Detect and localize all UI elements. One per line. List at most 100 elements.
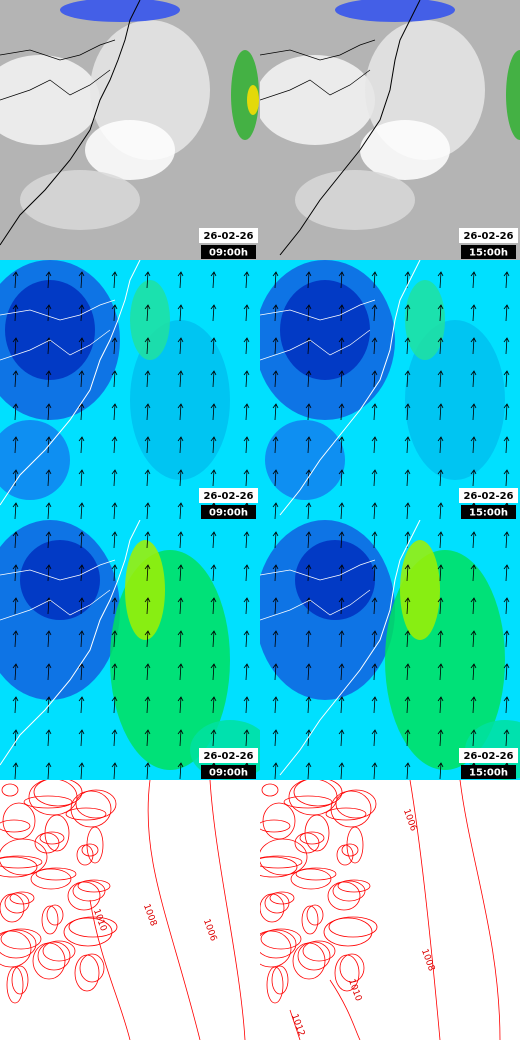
wind-arrow — [437, 729, 444, 747]
isobar — [409, 780, 441, 1040]
wind-arrow — [177, 436, 184, 454]
wind-arrow — [338, 271, 345, 289]
wind-arrow — [111, 502, 118, 520]
border-line — [0, 39, 116, 61]
wind-arrow — [371, 630, 378, 648]
wind-arrow — [404, 729, 411, 747]
dense-contour — [293, 780, 343, 807]
dense-contour — [46, 904, 64, 926]
wind-arrow — [404, 370, 411, 388]
wind-arrow — [111, 564, 118, 582]
time-label: 09:00h — [209, 768, 248, 779]
dense-contour — [341, 843, 359, 857]
wind-arrow — [470, 531, 477, 549]
isobar — [209, 780, 246, 1040]
border-line — [260, 299, 376, 321]
wind-arrow — [371, 271, 378, 289]
wind-arrow — [144, 304, 151, 322]
wind-arrow — [338, 564, 345, 582]
wind-arrow — [45, 630, 52, 648]
wind-arrow — [470, 597, 477, 615]
wind-arrow — [12, 531, 19, 549]
dense-contour — [70, 790, 112, 828]
wind-arrow — [243, 436, 250, 454]
dense-contour — [328, 916, 378, 938]
dense-contour — [299, 831, 325, 845]
wind-arrow — [272, 304, 279, 322]
map-panel: 26-02-26 15:00h — [260, 0, 520, 260]
wind-arrow — [503, 337, 510, 355]
dense-contour — [65, 807, 107, 821]
wind-arrow — [470, 436, 477, 454]
wind-arrow — [272, 469, 279, 487]
wind-arrow — [144, 564, 151, 582]
wind-arrow — [78, 337, 85, 355]
wind-arrow — [144, 370, 151, 388]
wind-arrow — [305, 502, 312, 520]
wind-arrow — [111, 597, 118, 615]
wind-arrow — [371, 370, 378, 388]
wind-arrow — [12, 630, 19, 648]
coastline — [279, 260, 421, 516]
wind-arrow — [305, 370, 312, 388]
border-line — [260, 39, 376, 61]
wind-arrow — [243, 403, 250, 421]
wind-arrow — [338, 304, 345, 322]
wind-arrow — [404, 564, 411, 582]
date-label: 26-02-26 — [203, 751, 253, 762]
wind-arrow — [45, 531, 52, 549]
wind-arrow — [470, 469, 477, 487]
wind-arrow — [12, 502, 19, 520]
wind-arrow — [338, 531, 345, 549]
wind-arrow — [45, 469, 52, 487]
isobar — [329, 979, 361, 1040]
wind-arrow — [243, 531, 250, 549]
wind-arrow — [177, 696, 184, 714]
dense-contour — [288, 780, 338, 816]
wind-arrow — [177, 663, 184, 681]
wind-arrow — [243, 729, 250, 747]
wind-arrow — [305, 304, 312, 322]
field-blob — [400, 540, 440, 640]
wind-arrow — [272, 502, 279, 520]
wind-arrow — [371, 469, 378, 487]
wind-arrow — [503, 271, 510, 289]
wind-arrow — [45, 696, 52, 714]
wind-arrow — [371, 762, 378, 780]
wind-arrow — [210, 469, 217, 487]
wind-arrow — [144, 630, 151, 648]
wind-arrow — [371, 597, 378, 615]
wind-arrow — [111, 304, 118, 322]
panel-content — [0, 260, 260, 520]
wind-arrow — [503, 436, 510, 454]
border-line — [260, 69, 371, 101]
dense-contour — [28, 780, 78, 816]
wind-arrow — [404, 337, 411, 355]
field-blob — [247, 85, 259, 115]
panel-content — [260, 520, 520, 780]
time-label: 15:00h — [469, 248, 508, 259]
wind-arrow — [78, 304, 85, 322]
coastline — [0, 0, 141, 246]
isobar — [289, 1009, 301, 1040]
wind-arrow — [404, 597, 411, 615]
dense-contour — [327, 881, 361, 911]
wind-arrow — [503, 304, 510, 322]
wind-arrow — [12, 436, 19, 454]
wind-arrow — [177, 403, 184, 421]
wind-arrow — [272, 337, 279, 355]
dense-contour — [42, 940, 76, 962]
dense-contour — [67, 881, 101, 911]
isobar — [147, 780, 201, 1040]
date-box — [459, 748, 518, 763]
wind-arrow — [437, 663, 444, 681]
wind-arrow — [305, 436, 312, 454]
wind-arrow — [12, 304, 19, 322]
wind-arrow — [111, 762, 118, 780]
field-blob — [405, 320, 505, 480]
wind-arrow — [272, 762, 279, 780]
wind-arrow — [78, 696, 85, 714]
dense-contour — [6, 966, 24, 1004]
wind-arrow — [437, 564, 444, 582]
